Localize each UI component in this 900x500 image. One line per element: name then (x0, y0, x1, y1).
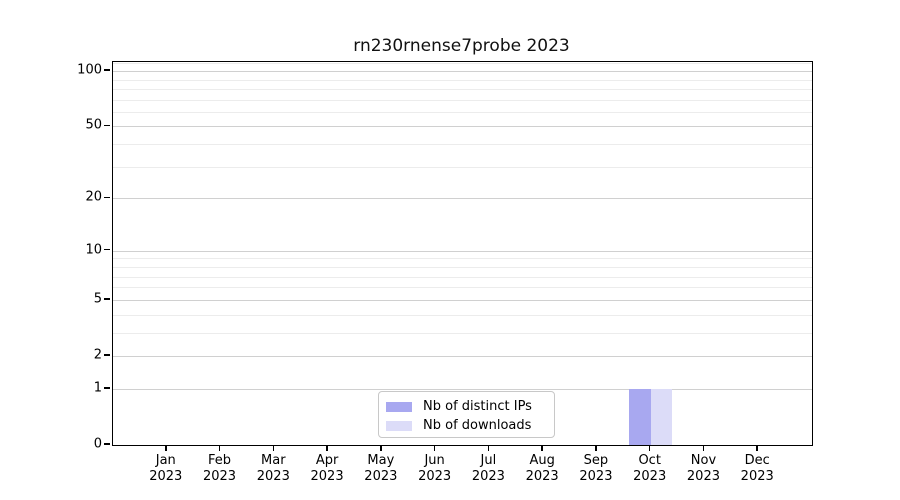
y-tick-mark (104, 354, 110, 356)
y-tick-mark (104, 124, 110, 127)
legend-item-distinct-ips: Nb of distinct IPs (386, 397, 554, 416)
legend: Nb of distinct IPs Nb of downloads (378, 391, 555, 438)
legend-label-distinct-ips: Nb of distinct IPs (423, 399, 532, 414)
x-tick-label: Oct 2023 (633, 453, 667, 484)
x-tick-label: Jun 2023 (418, 453, 452, 484)
x-tick-mark (218, 446, 221, 451)
x-tick-mark (272, 446, 275, 451)
x-tick-mark (433, 446, 436, 451)
legend-swatch-distinct-ips (386, 401, 412, 412)
x-tick-mark (702, 446, 705, 451)
gridline-minor (113, 314, 812, 316)
y-tick-label: 5 (93, 291, 102, 307)
x-tick-label: Nov 2023 (686, 453, 720, 484)
x-tick-mark (648, 446, 651, 451)
gridline-minor (113, 79, 812, 81)
gridline-major (113, 355, 812, 357)
gridline-major (113, 71, 812, 73)
y-tick-label: 10 (85, 242, 102, 258)
x-tick-label: Mar 2023 (256, 453, 290, 484)
chart-title: rn230rnense7probe 2023 (353, 36, 570, 56)
x-tick-label: Dec 2023 (740, 453, 774, 484)
y-tick-mark (104, 248, 110, 251)
y-tick-label: 20 (85, 189, 102, 205)
x-tick-mark (165, 446, 167, 451)
gridline-major (113, 388, 812, 390)
x-tick-mark (756, 446, 758, 451)
gridline-minor (113, 99, 812, 101)
gridline-major (113, 299, 812, 301)
gridline-minor (113, 63, 812, 65)
gridline-minor (113, 258, 812, 260)
bar-nb-of-downloads (650, 388, 673, 445)
x-tick-mark (326, 446, 328, 451)
y-tick-label: 100 (77, 62, 102, 78)
x-tick-mark (595, 446, 597, 451)
y-tick-label: 50 (85, 117, 102, 133)
y-tick-mark (104, 196, 110, 199)
y-tick-label: 1 (93, 380, 102, 396)
x-tick-mark (487, 446, 490, 451)
bar-nb-of-distinct-ips (629, 388, 651, 445)
x-tick-label: Jan 2023 (149, 453, 183, 484)
gridline-minor (113, 88, 812, 90)
gridline-major (113, 198, 812, 200)
x-tick-label: Apr 2023 (310, 453, 344, 484)
legend-item-downloads: Nb of downloads (386, 416, 554, 435)
y-tick-mark (104, 69, 110, 71)
gridline-major (113, 250, 812, 252)
x-tick-label: Sep 2023 (579, 453, 613, 484)
x-tick-mark (380, 446, 382, 451)
x-tick-label: May 2023 (364, 453, 398, 484)
plot-area (112, 61, 813, 446)
gridline-minor (113, 266, 812, 268)
x-tick-label: Jul 2023 (471, 453, 505, 484)
gridline-minor (113, 276, 812, 278)
x-tick-label: Aug 2023 (525, 453, 559, 484)
y-tick-mark (104, 443, 110, 445)
y-tick-label: 2 (93, 347, 102, 363)
gridline-minor (113, 166, 812, 168)
x-tick-label: Feb 2023 (202, 453, 237, 484)
gridline-minor (113, 111, 812, 113)
gridline-minor (113, 144, 812, 146)
y-tick-mark (104, 298, 110, 300)
y-tick-label: 0 (93, 436, 102, 452)
x-tick-mark (541, 446, 543, 451)
gridline-minor (113, 287, 812, 289)
gridline-major (113, 126, 812, 128)
legend-swatch-downloads (386, 420, 412, 431)
legend-label-downloads: Nb of downloads (423, 418, 532, 433)
gridline-minor (113, 332, 812, 334)
y-tick-mark (104, 387, 110, 389)
